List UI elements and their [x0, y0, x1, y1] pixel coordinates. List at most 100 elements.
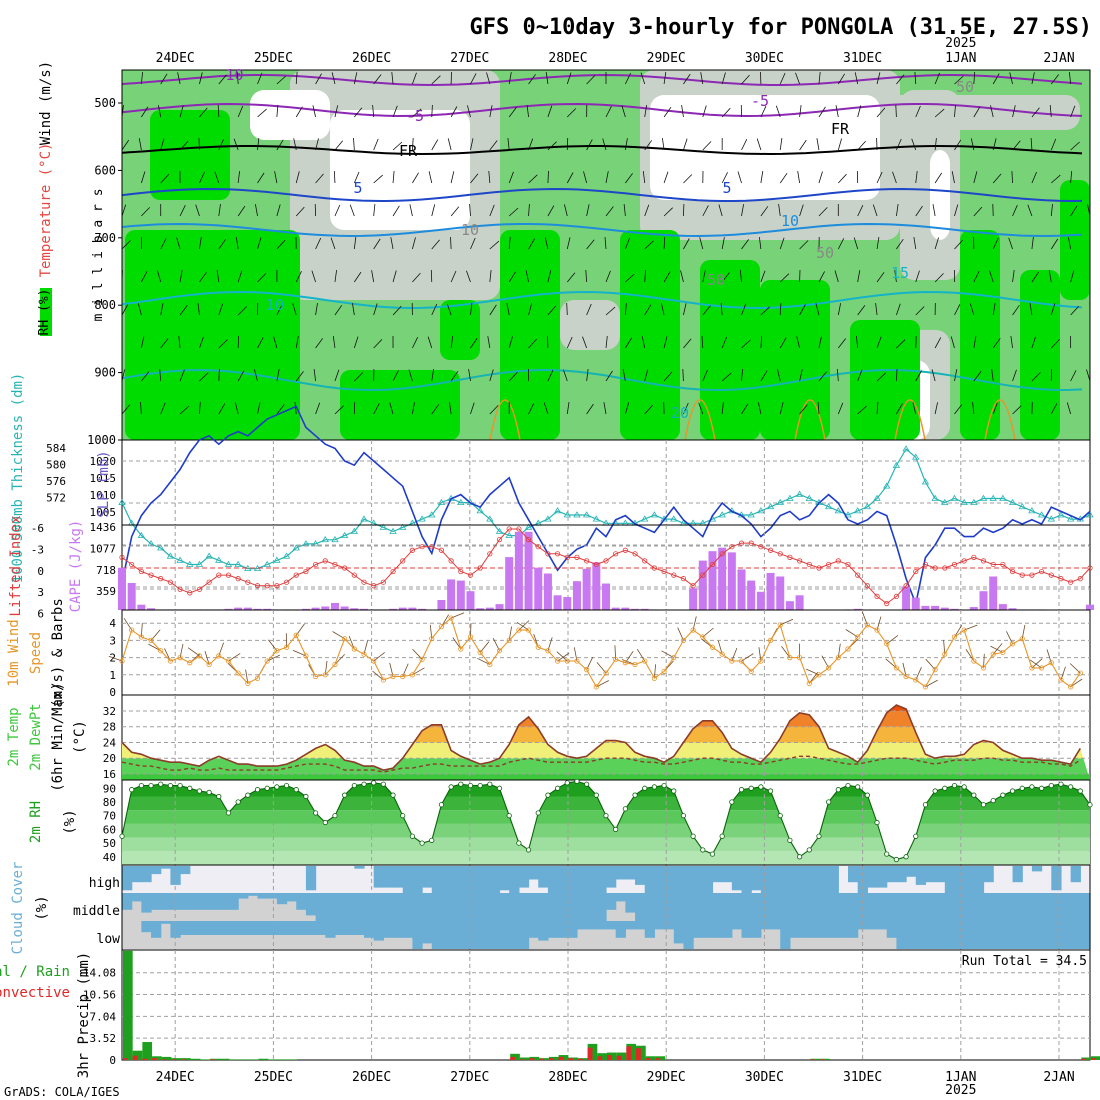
temperature-band-fill: [122, 758, 1089, 774]
wind-barb: [835, 105, 839, 118]
precip-total-bar: [229, 1059, 240, 1060]
wind-speed-marker: [1058, 677, 1064, 683]
cape-bar: [224, 608, 233, 610]
thickness-marker: [834, 507, 843, 514]
wind-barb: [702, 270, 706, 283]
wind-barb: [680, 270, 684, 283]
wind-barb: [1089, 182, 1090, 183]
cloud-middle-bar: [664, 893, 675, 921]
temperature-line: [121, 704, 1081, 771]
wind-speed-marker: [1019, 636, 1025, 642]
rh-marker: [187, 785, 193, 791]
wind-barb: [470, 337, 478, 349]
year-label-bottom: 2025: [945, 1083, 976, 1098]
pressure-tick-label: 1000: [87, 433, 116, 447]
wind-barb: [702, 305, 711, 316]
lifted-index-marker: [651, 565, 658, 571]
lifted-tick-label: -3: [31, 543, 44, 556]
cloud-low-bar: [528, 921, 539, 938]
cloud-low-bar: [189, 921, 201, 935]
temperature-tick-label: 20: [103, 752, 116, 765]
cape-bar: [485, 607, 494, 610]
rh-marker: [1068, 784, 1074, 790]
wind-barb: [779, 138, 783, 151]
lifted-tick-label: 6: [37, 608, 44, 621]
wind-barb: [799, 204, 804, 217]
wind-barb: [625, 337, 633, 349]
wind-speed-marker: [990, 651, 996, 657]
thickness-marker: [360, 515, 368, 522]
rh-marker: [593, 792, 599, 798]
wind-barb: [199, 272, 207, 283]
lifted-index-marker: [409, 547, 415, 553]
cloud-middle-bar: [925, 893, 936, 921]
wind-barb: [218, 138, 225, 151]
cloud-high-bar: [818, 866, 830, 893]
cloud-high-bar: [848, 866, 859, 883]
wind-speed-marker: [903, 673, 909, 680]
wind-barb: [1031, 271, 1039, 283]
wind-barb: [390, 237, 394, 250]
wind-barb: [311, 270, 316, 283]
precip-convective-bar: [123, 1058, 128, 1060]
wind-barb: [295, 271, 302, 283]
rh-dry-region: [650, 95, 880, 200]
wind-speed-marker: [506, 637, 512, 644]
isotherm-line: [122, 290, 1083, 310]
cloud-high-bar: [131, 866, 142, 883]
wind-barb: [427, 336, 433, 349]
wind-barb: [741, 74, 750, 85]
lifted-index-marker: [951, 561, 958, 568]
cape-bar: [979, 591, 988, 610]
wind-barb: [683, 73, 691, 85]
precip-tick-label: 7.04: [90, 1010, 117, 1023]
wind-barb: [663, 336, 668, 349]
cloud-low-bar: [257, 921, 268, 935]
wind-speed-marker: [496, 648, 503, 654]
wind-barb: [721, 272, 730, 283]
cloud-level-label: middle: [73, 904, 120, 919]
temperature-axis-label-2: 2m DewPt: [28, 703, 44, 770]
wind-barb: [661, 303, 665, 316]
rh-marker: [303, 793, 309, 800]
contour-label: 10: [461, 221, 479, 239]
wind-barb: [775, 105, 781, 118]
rh-dry-region: [250, 90, 330, 140]
rh-dry-region: [930, 150, 950, 240]
wind-barb: [1089, 281, 1090, 282]
rh-marker: [932, 788, 938, 794]
thickness-marker: [1057, 511, 1065, 518]
wind-speed-marker: [380, 677, 386, 683]
wind-barb: [1031, 107, 1040, 118]
wind-barb: [702, 205, 709, 217]
isotherm-line: [122, 368, 1083, 392]
rh-marker: [1087, 802, 1093, 808]
wind-speed-marker: [448, 615, 454, 621]
cloud-middle-bar: [993, 893, 1004, 921]
thickness-tick-label: 576: [46, 475, 66, 488]
cloud-low-bar: [751, 921, 762, 938]
wind-barb: [470, 402, 475, 415]
precip-convective-bar: [539, 1058, 545, 1060]
cloud-middle-bar: [499, 893, 510, 921]
lifted-index-marker: [419, 544, 425, 550]
cloud-middle-bar: [915, 893, 927, 921]
wind-barb: [392, 141, 403, 151]
wind-barb: [122, 82, 123, 84]
wind-barb: [644, 204, 650, 217]
thickness-marker: [970, 498, 978, 506]
cloud-low-bar: [596, 921, 607, 930]
wind-speed-marker: [893, 665, 900, 671]
rh-moist-region: [850, 320, 920, 440]
precip-convective-bar: [548, 1058, 554, 1060]
cape-bar: [592, 562, 601, 610]
thickness-marker: [379, 523, 388, 530]
wind-barb: [836, 368, 839, 382]
wind-speed-marker: [1000, 649, 1006, 656]
rh-marker: [235, 799, 241, 805]
temperature-axis-label-4: (°C): [72, 720, 88, 754]
wind-barb: [179, 305, 188, 316]
rh-marker: [332, 813, 338, 819]
wind-barb: [543, 402, 549, 415]
cloud-axis-label-2: (%): [34, 895, 50, 920]
